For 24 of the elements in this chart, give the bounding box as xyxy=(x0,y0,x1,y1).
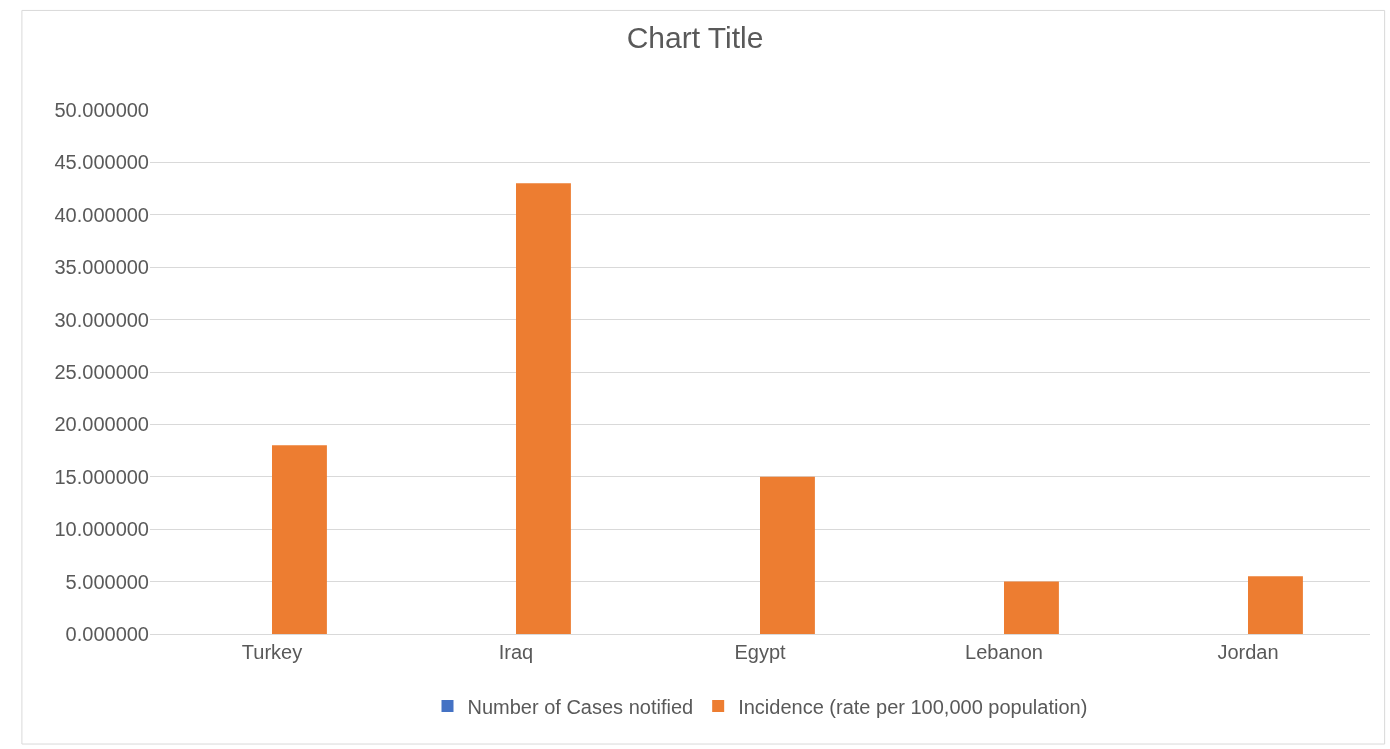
y-tick-label: 50.000000 xyxy=(54,99,149,121)
x-tick-label: Iraq xyxy=(498,641,534,663)
bar xyxy=(516,183,571,634)
bar xyxy=(1248,576,1303,634)
x-tick-label: Turkey xyxy=(241,641,303,663)
y-tick-label: 0.000000 xyxy=(65,623,149,645)
y-tick-label: 45.000000 xyxy=(54,151,149,174)
y-tick-label: 20.000000 xyxy=(54,413,149,436)
bar xyxy=(272,445,327,634)
legend-label: Incidence (rate per 100,000 population) xyxy=(738,695,1088,718)
bar xyxy=(760,476,815,634)
y-tick-label: 10.000000 xyxy=(54,518,149,541)
y-tick-label: 25.000000 xyxy=(54,361,149,383)
y-tick-label: 15.000000 xyxy=(54,465,149,488)
y-tick-label: 40.000000 xyxy=(54,203,149,226)
y-tick-label: 5.000000 xyxy=(65,570,149,593)
y-tick-label: 35.000000 xyxy=(54,256,149,279)
chart-title: Chart Title xyxy=(626,20,764,54)
y-tick-label: 30.000000 xyxy=(54,308,149,331)
bar xyxy=(1004,581,1059,634)
x-tick-label: Jordan xyxy=(1217,641,1279,663)
legend-label: Number of Cases notified xyxy=(467,695,694,718)
x-tick-label: Lebanon xyxy=(965,641,1043,663)
x-tick-label: Egypt xyxy=(734,641,787,663)
